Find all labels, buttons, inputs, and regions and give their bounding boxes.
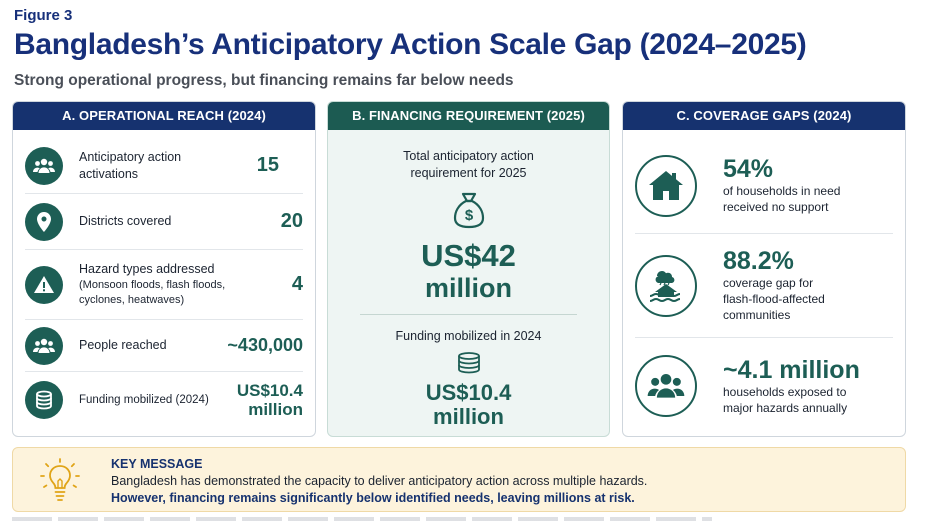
money-bag-icon: $ [452, 190, 486, 230]
lightbulb-icon [39, 457, 81, 503]
hazards-label: Hazard types addressed (Monsoon floods, … [79, 261, 263, 308]
warning-icon [25, 265, 63, 304]
svg-text:$: $ [464, 207, 473, 224]
panel-b-header: B. FINANCING REQUIREMENT (2025) [328, 102, 609, 130]
coverage-item-no-support: 54% of households in need received no su… [635, 138, 893, 234]
people-reached-value: ~430,000 [227, 335, 303, 355]
page-subtitle: Strong operational progress, but financi… [14, 72, 514, 89]
no-support-text: of households in need received no suppor… [723, 184, 841, 214]
mobilized-label: Funding mobilized in 2024 [395, 329, 542, 343]
people-group-icon [25, 146, 63, 185]
districts-value: 20 [280, 210, 303, 232]
requirement-value-line1: US$42 [421, 238, 516, 273]
mobilized-value-line1: US$10.4 [425, 380, 512, 405]
figure-label: Figure 3 [14, 7, 73, 24]
activations-row: Anticipatory action activations 15 [25, 138, 303, 194]
hazards-value: 4 [291, 273, 303, 295]
page-title: Bangladesh’s Anticipatory Action Scale G… [14, 28, 807, 61]
districts-label: Districts covered [79, 214, 172, 228]
exposed-text: households exposed to major hazards annu… [723, 384, 848, 415]
funding-value: US$10.4 million [236, 381, 303, 419]
coverage-gaps-panel: C. COVERAGE GAPS (2024) 54% of household… [622, 101, 906, 437]
hazards-note: (Monsoon floods, flash floods, cyclones,… [79, 279, 226, 306]
people-group-icon [25, 326, 63, 365]
coverage-item-flash-flood: 88.2% coverage gap for flash-flood-affec… [635, 234, 893, 338]
people-reached-label: People reached [79, 338, 167, 352]
hazards-row: Hazard types addressed (Monsoon floods, … [25, 250, 303, 320]
districts-row: Districts covered 20 [25, 194, 303, 250]
panel-c-header: C. COVERAGE GAPS (2024) [623, 102, 905, 130]
hazards-label-text: Hazard types addressed [79, 262, 215, 276]
flash-flood-value: 88.2% [723, 247, 794, 275]
people-group-icon [635, 355, 697, 417]
no-support-value: 54% [723, 155, 774, 183]
coin-stack-icon [454, 351, 484, 375]
key-message-line1: Bangladesh has demonstrated the capacity… [111, 474, 648, 488]
mobilized-value-line2: million [433, 404, 504, 429]
requirement-value-line2: million [425, 273, 512, 303]
coverage-item-exposed: ~4.1 million households exposed to major… [635, 338, 893, 434]
people-reached-row: People reached ~430,000 [25, 320, 303, 372]
exposed-value: ~4.1 million [723, 355, 860, 384]
panel-a-header: A. OPERATIONAL REACH (2024) [13, 102, 315, 130]
activations-label: Anticipatory action activations [79, 149, 182, 181]
operational-reach-panel: A. OPERATIONAL REACH (2024) Anticipatory… [12, 101, 316, 437]
funding-label: Funding mobilized (2024) [79, 393, 209, 406]
map-pin-icon [25, 202, 63, 241]
activations-value: 15 [256, 154, 279, 176]
panel-b-divider [360, 314, 577, 315]
requirement-label: Total anticipatory action requirement fo… [403, 149, 534, 180]
funding-row: Funding mobilized (2024) US$10.4 million [25, 372, 303, 428]
footnote-strip [12, 517, 712, 521]
house-icon [635, 154, 697, 217]
flooded-house-icon [635, 254, 697, 317]
flash-flood-text: coverage gap for flash-flood-affected co… [723, 276, 825, 322]
key-message-title: KEY MESSAGE [111, 457, 203, 471]
coin-stack-icon [25, 381, 63, 419]
key-message-line2: However, financing remains significantly… [111, 491, 635, 505]
financing-requirement-panel: B. FINANCING REQUIREMENT (2025) Total an… [327, 101, 610, 437]
key-message-box: KEY MESSAGE Bangladesh has demonstrated … [12, 447, 906, 512]
